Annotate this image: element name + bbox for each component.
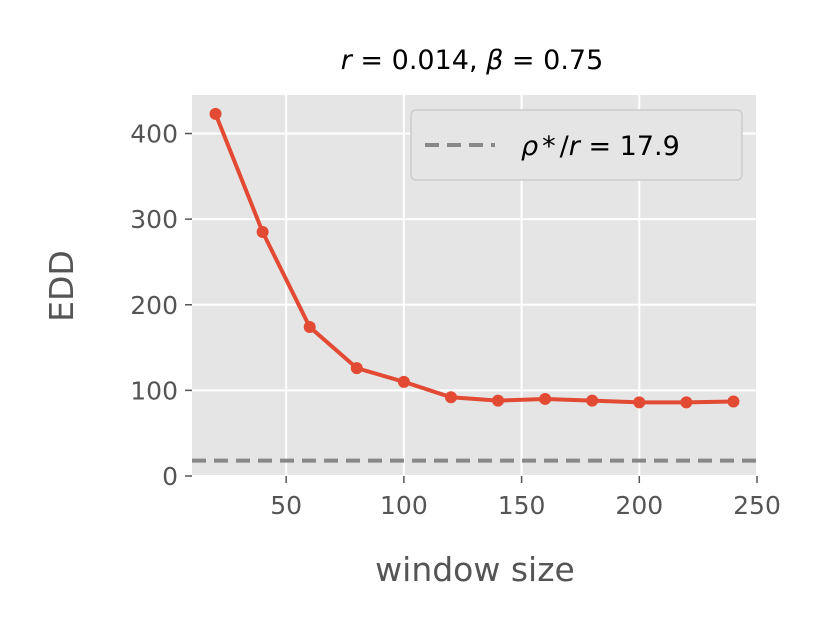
y-axis-label: EDD bbox=[42, 250, 81, 322]
legend-star: * bbox=[542, 131, 556, 162]
title-beta-symbol: β bbox=[485, 45, 503, 76]
data-point bbox=[492, 394, 505, 407]
data-point bbox=[256, 225, 269, 238]
data-point bbox=[209, 107, 222, 120]
legend-value: 17.9 bbox=[620, 131, 680, 162]
chart-title: r = 0.014, β = 0.75 bbox=[341, 45, 604, 76]
x-axis-ticks: 50 100 150 200 250 bbox=[270, 476, 781, 520]
x-tick-label: 150 bbox=[498, 491, 546, 520]
data-point bbox=[727, 395, 740, 408]
data-point bbox=[539, 392, 552, 405]
x-tick-label: 250 bbox=[733, 491, 781, 520]
series-line bbox=[213, 113, 734, 405]
legend-label-reference: ρ */r = 17.9 bbox=[521, 131, 680, 162]
legend: ρ */r = 17.9 bbox=[410, 109, 743, 181]
y-tick-label: 0 bbox=[162, 462, 178, 491]
legend-r: r bbox=[569, 131, 582, 162]
series-group bbox=[209, 107, 740, 409]
y-axis-ticks: 0 100 200 300 400 bbox=[130, 120, 192, 491]
data-point bbox=[303, 321, 316, 334]
y-tick-label: 100 bbox=[130, 376, 178, 405]
legend-rho: ρ bbox=[521, 131, 538, 162]
y-tick-label: 300 bbox=[130, 205, 178, 234]
x-tick-label: 50 bbox=[270, 491, 302, 520]
x-axis-label: window size bbox=[375, 550, 575, 589]
data-point bbox=[397, 375, 410, 388]
data-point bbox=[633, 396, 646, 409]
legend-box bbox=[410, 109, 743, 181]
data-point bbox=[680, 396, 693, 409]
legend-slash: / bbox=[560, 131, 570, 162]
x-tick-label: 100 bbox=[380, 491, 428, 520]
title-r-symbol: r bbox=[341, 45, 354, 76]
y-tick-label: 400 bbox=[130, 120, 178, 149]
title-r-value: 0.014 bbox=[392, 45, 469, 76]
y-tick-label: 200 bbox=[130, 291, 178, 320]
data-point bbox=[444, 391, 457, 404]
x-tick-label: 200 bbox=[615, 491, 663, 520]
data-point bbox=[350, 362, 363, 375]
data-point bbox=[586, 394, 599, 407]
title-beta-value: 0.75 bbox=[543, 45, 603, 76]
